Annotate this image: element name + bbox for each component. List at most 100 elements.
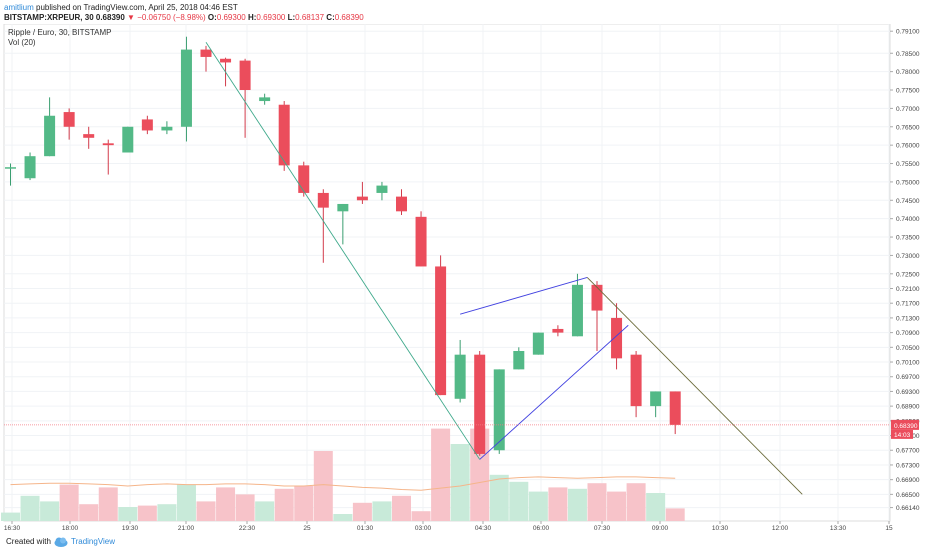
candle <box>44 97 56 157</box>
tradingview-brand[interactable]: TradingView <box>71 537 116 546</box>
y-tick-label: 0.70100 <box>896 360 920 367</box>
price-chart[interactable]: 0.795000.791000.785000.780000.775000.770… <box>0 24 932 535</box>
candle-body <box>161 126 173 131</box>
author-link[interactable]: amitlium <box>4 3 34 12</box>
y-tick-label: 0.66140 <box>896 505 920 512</box>
y-tick-label: 0.77000 <box>896 106 920 113</box>
countdown-text: 14:03 <box>894 432 911 439</box>
open-value: 0.69300 <box>216 13 246 22</box>
y-tick-label: 0.77500 <box>896 88 920 95</box>
candle-body <box>435 266 447 396</box>
volume-bar <box>431 428 451 521</box>
trend-line <box>205 41 481 460</box>
x-tick-label: 04:30 <box>475 525 492 532</box>
volume-bar <box>79 504 99 521</box>
volume-bar <box>98 487 118 521</box>
candle <box>571 273 583 337</box>
candle <box>415 211 427 267</box>
volume-bar <box>313 451 333 521</box>
candle-body <box>259 97 271 102</box>
candle-body <box>141 119 153 131</box>
change-arrow-icon: ▼ <box>127 13 135 22</box>
footer: Created with TradingView <box>0 535 932 550</box>
x-tick-label: 25 <box>303 525 311 532</box>
candle <box>122 126 134 153</box>
candle <box>435 255 447 396</box>
x-tick-label: 06:00 <box>533 525 550 532</box>
trend-line <box>460 277 588 315</box>
candle <box>532 332 544 355</box>
candle-body <box>532 332 544 355</box>
candle-body <box>650 391 662 407</box>
volume-bar <box>333 514 353 521</box>
candle-body <box>474 354 486 454</box>
high-label: H: <box>247 13 257 22</box>
volume-bar <box>646 493 666 521</box>
volume-bar <box>118 507 138 521</box>
candle <box>317 189 329 263</box>
candle <box>591 281 603 351</box>
volume-bar <box>40 501 60 521</box>
x-tick-label: 03:00 <box>415 525 432 532</box>
volume-bar <box>489 474 509 521</box>
candle <box>278 101 290 171</box>
cloud-logo-icon <box>54 537 68 547</box>
low-label: L: <box>287 13 296 22</box>
volume-bar <box>274 488 294 521</box>
candle <box>630 350 642 418</box>
candle-body <box>591 284 603 311</box>
candle-body <box>122 126 134 153</box>
candle <box>669 391 681 435</box>
candle-body <box>454 354 466 399</box>
y-tick-label: 0.67700 <box>896 448 920 455</box>
candle <box>5 163 16 186</box>
x-tick-label: 13:30 <box>830 525 847 532</box>
x-tick-label: 21:00 <box>178 525 195 532</box>
trend-line <box>479 324 629 460</box>
candle-body <box>5 167 16 169</box>
volume-bar <box>157 504 177 521</box>
symbol-label[interactable]: BITSTAMP:XRPEUR, 30 <box>4 13 94 22</box>
change-value: −0.06750 (−8.98%) <box>137 13 206 22</box>
volume-bar <box>216 487 236 521</box>
y-tick-label: 0.79100 <box>896 29 920 36</box>
candle <box>454 339 466 403</box>
volume-bar <box>20 495 40 521</box>
y-tick-label: 0.72500 <box>896 271 920 278</box>
volume-bar <box>607 491 627 521</box>
volume-bar <box>372 501 392 521</box>
symbol-ohlc-line: BITSTAMP:XRPEUR, 30 0.68390 ▼ −0.06750 (… <box>4 13 364 22</box>
candle <box>513 347 525 370</box>
volume-ma-line <box>10 476 676 491</box>
candle <box>102 139 114 175</box>
y-tick-label: 0.71300 <box>896 315 920 322</box>
candle-body <box>415 216 427 267</box>
x-tick-label: 19:30 <box>122 525 139 532</box>
y-tick-label: 0.69700 <box>896 374 920 381</box>
candle <box>24 152 36 181</box>
y-tick-label: 0.75500 <box>896 161 920 168</box>
series-title: Ripple / Euro, 30, BITSTAMP <box>8 28 111 37</box>
volume-title: Vol (20) <box>8 38 36 47</box>
volume-bar <box>294 486 314 521</box>
candle-body <box>356 196 368 201</box>
y-tick-label: 0.69300 <box>896 389 920 396</box>
y-tick-label: 0.66500 <box>896 492 920 499</box>
x-tick-label: 18:00 <box>62 525 79 532</box>
candle-body <box>630 354 642 407</box>
y-tick-label: 0.74500 <box>896 198 920 205</box>
volume-bar <box>411 511 431 521</box>
volume-bar <box>255 501 275 521</box>
candle <box>180 36 192 142</box>
last-price: 0.68390 <box>95 13 125 22</box>
candle-body <box>571 284 583 337</box>
candle <box>141 115 153 135</box>
close-label: C: <box>326 13 335 22</box>
last-price-tag-text: 0.68390 <box>894 423 918 430</box>
x-tick-label: 12:00 <box>772 525 789 532</box>
chart-header: amitlium published on TradingView.com, A… <box>0 0 932 24</box>
published-text: published on TradingView.com, April 25, … <box>36 3 238 12</box>
x-tick-label: 07:30 <box>594 525 611 532</box>
candle-body <box>63 112 75 127</box>
candle-body <box>44 115 56 157</box>
